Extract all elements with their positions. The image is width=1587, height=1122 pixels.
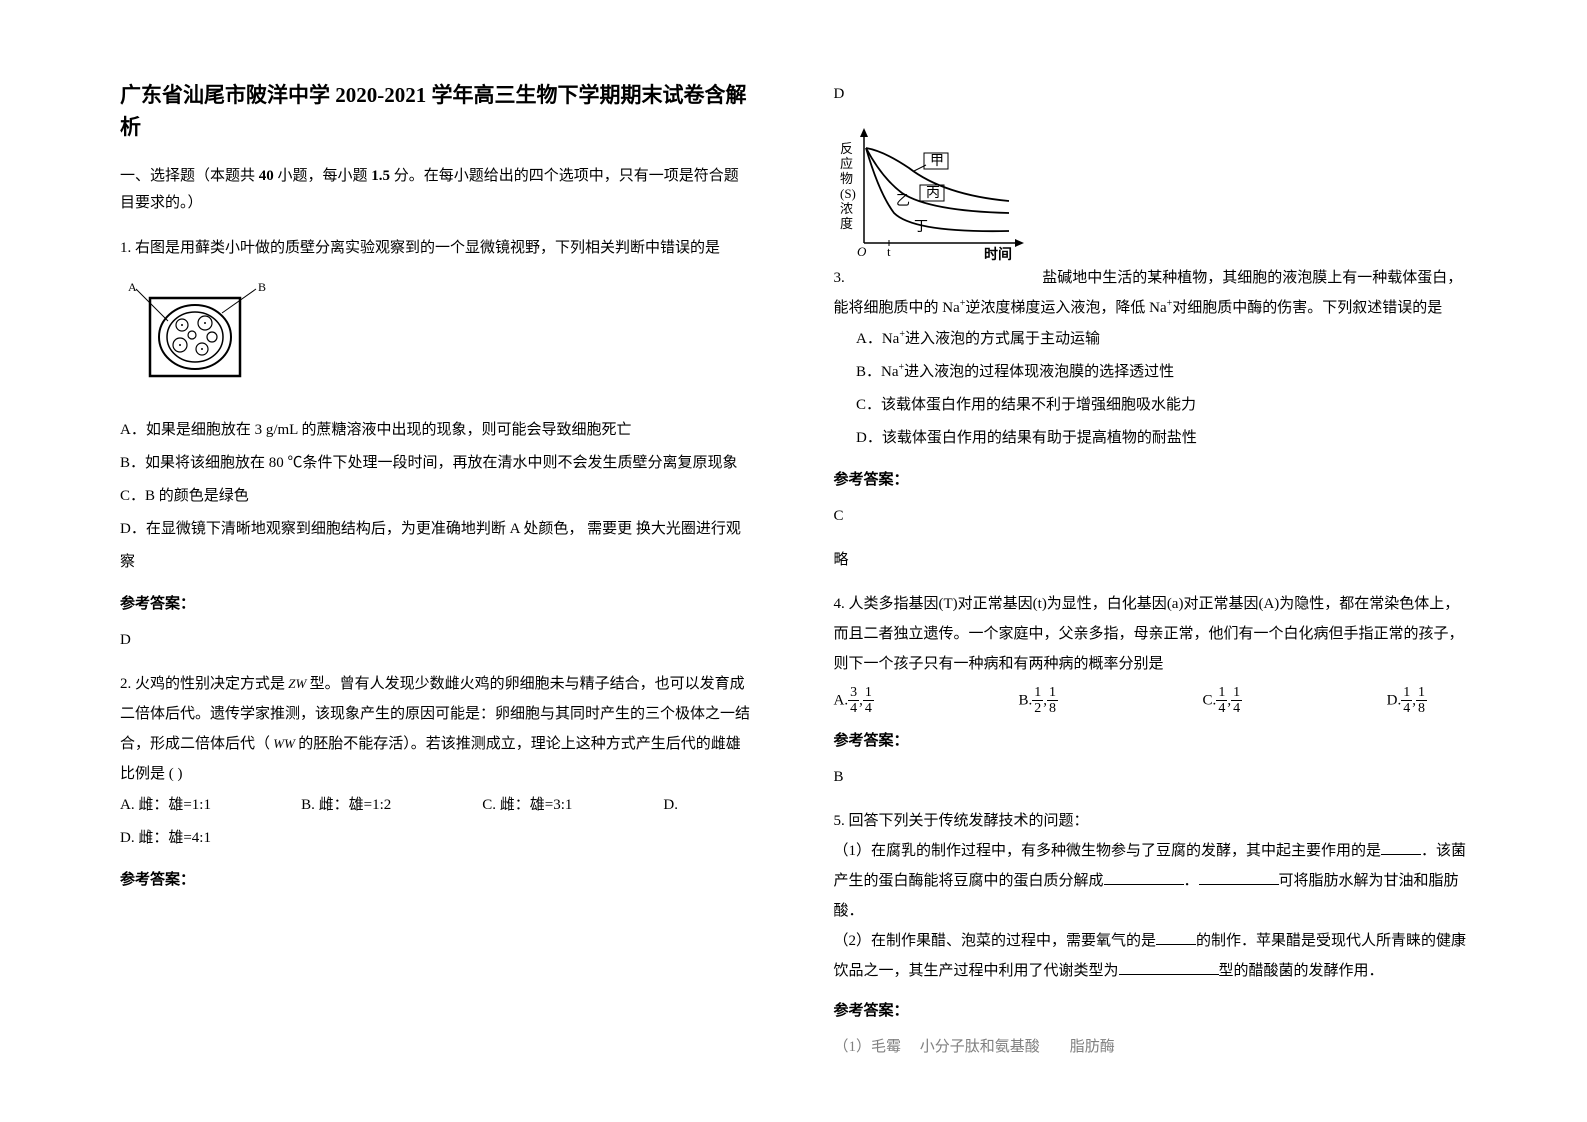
formula-zw: ZW — [285, 676, 310, 691]
svg-text:度: 度 — [840, 216, 853, 231]
option-c: C．该载体蛋白作用的结果不利于增强细胞吸水能力 — [834, 389, 1468, 422]
svg-text:乙: 乙 — [896, 193, 910, 209]
reaction-chart: 反 应 物 (S) 浓 度 时间 O t 甲 乙 丙 丁 — [834, 123, 1034, 263]
option-d-prefix: D. — [663, 789, 752, 822]
opt-text: 进入液泡的过程体现液泡膜的选择透过性 — [904, 364, 1174, 380]
blank-fill — [1104, 870, 1184, 885]
option-c: C. 雌：雄=3:1 — [482, 789, 659, 822]
option-a: A.34,14 — [834, 685, 874, 717]
ans-part: （1）毛霉 — [834, 1039, 902, 1055]
q3-text-part: 对细胞质中酶的伤害。下列叙述错误的是 — [1172, 300, 1442, 316]
answer-value: D — [120, 625, 754, 655]
svg-text:t: t — [887, 244, 891, 259]
blank-fill — [1119, 960, 1219, 975]
q5-part2: （2）在制作果醋、泡菜的过程中，需要氧气的是的制作．苹果醋是受现代人所青睐的健康… — [834, 926, 1468, 986]
svg-text:浓: 浓 — [840, 201, 853, 216]
answer-note: 略 — [834, 545, 1468, 575]
question-text: 5. 回答下列关于传统发酵技术的问题： — [834, 806, 1468, 836]
q3-num: 3. — [834, 270, 845, 286]
answer-label: 参考答案： — [834, 726, 1468, 756]
svg-text:(S): (S) — [840, 186, 856, 201]
question-text: 4. 人类多指基因(T)对正常基因(t)为显性，白化基因(a)对正常基因(A)为… — [834, 589, 1468, 679]
section-text: 一、选择题（本题共 — [120, 168, 259, 184]
question-2: 2. 火鸡的性别决定方式是 ZW 型。曾有人发现少数雌火鸡的卵细胞未与精子结合，… — [120, 669, 754, 895]
section-count: 40 — [259, 168, 274, 184]
blank-fill — [1381, 840, 1421, 855]
q2-text-part: 2. 火鸡的性别决定方式是 — [120, 676, 285, 692]
section-text: 小题，每小题 — [274, 168, 372, 184]
q2-answer-value: D — [834, 80, 1468, 109]
answer-value: C — [834, 501, 1468, 531]
option-a: A．Na+进入液泡的方式属于主动运输 — [834, 323, 1468, 356]
question-4: 4. 人类多指基因(T)对正常基因(t)为显性，白化基因(a)对正常基因(A)为… — [834, 589, 1468, 793]
answer-label: 参考答案： — [120, 589, 754, 619]
option-d: D. 雌：雄=4:1 — [120, 822, 754, 855]
question-text: 1. 右图是用藓类小叶做的质壁分离实验观察到的一个显微镜视野，下列相关判断中错误… — [120, 233, 754, 263]
svg-text:O: O — [857, 244, 867, 259]
answer-label: 参考答案： — [834, 996, 1468, 1026]
q5-part1: （1）在腐乳的制作过程中，有多种微生物参与了豆腐的发酵，其中起主要作用的是．该菌… — [834, 836, 1468, 926]
svg-text:应: 应 — [840, 156, 853, 171]
document-title: 广东省汕尾市陂洋中学 2020-2021 学年高三生物下学期期末试卷含解析 — [120, 80, 754, 143]
text: （2）在制作果醋、泡菜的过程中，需要氧气的是 — [834, 933, 1157, 949]
blank-fill — [1199, 870, 1279, 885]
option-b: B.12,18 — [1018, 685, 1058, 717]
option-d: D.14,18 — [1387, 685, 1427, 717]
section-points: 1.5 — [371, 168, 390, 184]
label-a: A — [128, 280, 137, 294]
opt-text: A．Na — [856, 331, 899, 347]
option-d: D．该载体蛋白作用的结果有助于提高植物的耐盐性 — [834, 422, 1468, 455]
question-1: 1. 右图是用藓类小叶做的质壁分离实验观察到的一个显微镜视野，下列相关判断中错误… — [120, 233, 754, 655]
option-d: D．在显微镜下清晰地观察到细胞结构后，为更准确地判断 A 处颜色， 需要更 换大… — [120, 513, 754, 579]
svg-text:时间: 时间 — [984, 246, 1012, 263]
svg-text:甲: 甲 — [930, 154, 944, 169]
text: 型的醋酸菌的发酵作用． — [1219, 963, 1384, 979]
svg-text:丁: 丁 — [914, 220, 928, 235]
section-header: 一、选择题（本题共 40 小题，每小题 1.5 分。在每小题给出的四个选项中，只… — [120, 163, 754, 217]
svg-text:反: 反 — [840, 141, 853, 156]
option-b: B. 雌：雄=1:2 — [301, 789, 478, 822]
svg-text:丙: 丙 — [926, 186, 940, 201]
text: ． — [1184, 873, 1199, 889]
opt-text: 进入液泡的方式属于主动运输 — [905, 331, 1100, 347]
options-row: A. 雌：雄=1:1 B. 雌：雄=1:2 C. 雌：雄=3:1 D. — [120, 789, 754, 822]
formula-ww: WW — [270, 736, 298, 751]
option-b: B．如果将该细胞放在 80 ℃条件下处理一段时间，再放在清水中则不会发生质壁分离… — [120, 447, 754, 480]
option-a: A．如果是细胞放在 3 g/mL 的蔗糖溶液中出现的现象，则可能会导致细胞死亡 — [120, 414, 754, 447]
question-3: 反 应 物 (S) 浓 度 时间 O t 甲 乙 丙 丁 — [834, 123, 1468, 575]
option-a: A. 雌：雄=1:1 — [120, 789, 297, 822]
question-text: 3. 盐碱地中生活的某种植物，其细胞的液泡膜上有一种载体蛋白，能将细胞质中的 N… — [834, 263, 1468, 323]
answer-label: 参考答案： — [120, 865, 754, 895]
option-c: C．B 的颜色是绿色 — [120, 480, 754, 513]
answer-label: 参考答案： — [834, 465, 1468, 495]
opt-text: B．Na — [856, 364, 899, 380]
blank-fill — [1156, 930, 1196, 945]
answer-value: B — [834, 762, 1468, 792]
option-c: C.14,14 — [1203, 685, 1243, 717]
label-b: B — [258, 280, 266, 294]
question-text: 2. 火鸡的性别决定方式是 ZW 型。曾有人发现少数雌火鸡的卵细胞未与精子结合，… — [120, 669, 754, 789]
options-row: A.34,14 B.12,18 C.14,14 D.14,18 — [834, 685, 1468, 717]
svg-text:物: 物 — [840, 171, 853, 186]
q3-chart-and-text: 反 应 物 (S) 浓 度 时间 O t 甲 乙 丙 丁 — [834, 123, 1468, 263]
ans-part: 脂肪酶 — [1070, 1039, 1115, 1055]
q3-text-part: 逆浓度梯度运入液泡，降低 Na — [965, 300, 1166, 316]
ans-part: 小分子肽和氨基酸 — [920, 1039, 1040, 1055]
answer-value: （1）毛霉 小分子肽和氨基酸 脂肪酶 — [834, 1032, 1468, 1062]
option-b: B．Na+进入液泡的过程体现液泡膜的选择透过性 — [834, 356, 1468, 389]
question-5: 5. 回答下列关于传统发酵技术的问题： （1）在腐乳的制作过程中，有多种微生物参… — [834, 806, 1468, 1062]
text: （1）在腐乳的制作过程中，有多种微生物参与了豆腐的发酵，其中起主要作用的是 — [834, 843, 1382, 859]
cell-diagram: A B — [120, 263, 754, 414]
